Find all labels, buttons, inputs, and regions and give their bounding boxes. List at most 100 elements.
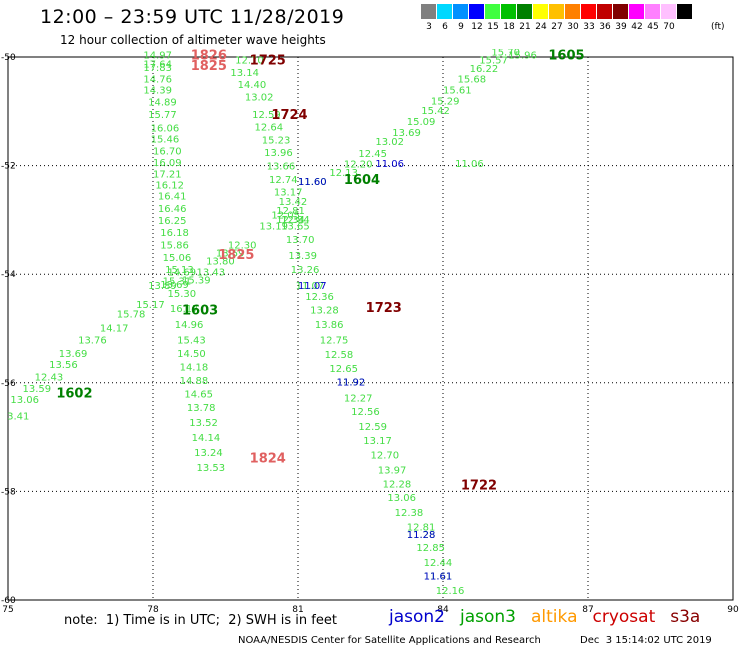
color-scale-cell: 21	[517, 4, 533, 33]
y-tick-label: -52	[1, 162, 16, 172]
color-scale-tick: 33	[583, 22, 595, 32]
wave-height-value: 12.45	[358, 149, 387, 160]
color-scale-cell: 27	[549, 4, 565, 33]
wave-height-value: 15.39	[182, 276, 211, 287]
color-scale-tick: 9	[458, 22, 464, 32]
wave-height-value: 11.60	[298, 177, 327, 188]
color-swatch	[565, 4, 581, 19]
wave-height-value: 15.61	[443, 86, 472, 97]
wave-height-value: 12.70	[235, 56, 264, 67]
color-swatch	[517, 4, 533, 19]
color-swatch	[581, 4, 597, 19]
wave-height-value: 12.16	[436, 586, 465, 597]
wave-height-value: 13.42	[279, 197, 308, 208]
wave-height-value: 13.41	[1, 411, 30, 422]
pass-time-label: 1605	[548, 48, 584, 63]
color-scale-cell: 9	[453, 4, 469, 33]
wave-height-value: 12.81	[407, 523, 436, 534]
wave-height-value: 15.96	[508, 50, 537, 61]
pass-time-label: 1602	[56, 387, 92, 402]
color-swatch	[437, 4, 453, 19]
wave-height-value: 13.70	[286, 235, 315, 246]
color-swatch	[485, 4, 501, 19]
wave-height-value: 15.23	[262, 136, 291, 147]
color-scale-tick: 39	[615, 22, 627, 32]
wave-height-value: 11.61	[424, 572, 453, 583]
color-scale-cell: 39	[613, 4, 629, 33]
pass-time-label: 1724	[271, 108, 307, 123]
wave-height-value: 12.20	[344, 159, 373, 170]
wave-height-value: 12.65	[329, 364, 358, 375]
pass-time-label: 1824	[250, 452, 286, 467]
wave-height-value: 13.02	[375, 137, 404, 148]
wave-height-value: 13.26	[291, 265, 320, 276]
color-scale-cell: 42	[629, 4, 645, 33]
pass-time-label: 1603	[182, 303, 218, 318]
wave-height-value: 13.89	[148, 281, 177, 292]
color-swatch	[613, 4, 629, 19]
wave-height-value: 16.41	[158, 191, 187, 202]
color-scale-cell: 30	[565, 4, 581, 33]
color-swatch	[549, 4, 565, 19]
wave-height-value: 15.70	[491, 48, 520, 59]
wave-height-value: 12.75	[320, 335, 349, 346]
color-scale-cell: 3	[421, 4, 437, 33]
wave-height-value: 12.59	[252, 110, 281, 121]
wave-height-value: 13.86	[315, 320, 344, 331]
y-tick-label: -50	[1, 53, 16, 63]
wave-height-value: 11.07	[298, 281, 327, 292]
wave-height-value: 13.52	[189, 418, 218, 429]
wave-height-value: 15.86	[160, 240, 189, 251]
wave-height-value: 16.06	[151, 124, 180, 135]
color-swatch	[469, 4, 485, 19]
legend-item-cryosat: cryosat	[592, 607, 656, 627]
wave-height-value: 14.14	[192, 433, 221, 444]
wave-height-value: 15.78	[117, 309, 146, 320]
color-scale-cell: 33	[581, 4, 597, 33]
wave-height-value: 12.56	[351, 407, 380, 418]
wave-height-value: 12.27	[344, 393, 373, 404]
wave-height-value: 16.12	[155, 181, 184, 192]
wave-height-value: 13.02	[245, 93, 274, 104]
wave-height-value: 16.17	[170, 304, 199, 315]
pass-time-label: 1723	[366, 301, 402, 316]
wave-height-value: 11.92	[337, 378, 366, 389]
unit-label: (ft)	[711, 22, 725, 32]
wave-height-value: 15.06	[163, 253, 192, 264]
wave-height-value: 16.25	[158, 216, 187, 227]
wave-height-value: 13.14	[230, 68, 259, 79]
wave-height-value: 14.65	[184, 390, 213, 401]
generated-timestamp: Dec 3 15:14:02 UTC 2019	[580, 635, 712, 646]
wave-height-value: 16.70	[153, 146, 182, 157]
wave-height-value: 13.69	[160, 280, 189, 291]
wave-height-value: 13.65	[281, 221, 310, 232]
y-tick-label: -58	[1, 487, 16, 497]
wave-height-value: 11.61	[424, 572, 453, 583]
satellite-legend: jason2 jason3 altika cryosat s3a	[389, 607, 700, 627]
wave-height-value: 15.09	[407, 117, 436, 128]
wave-height-value: 12.30	[228, 240, 257, 251]
color-scale-tick: 12	[471, 22, 483, 32]
wave-height-value: 10.90	[460, 646, 489, 650]
wave-height-value: 12.59	[358, 422, 387, 433]
x-tick-label: 75	[2, 605, 13, 615]
wave-height-value: 13.17	[274, 188, 303, 199]
credit-line: NOAA/NESDIS Center for Satellite Applica…	[238, 635, 541, 646]
color-scale-tick: 42	[631, 22, 643, 32]
wave-height-value: 13.17	[363, 436, 392, 447]
wave-height-value: 13.06	[387, 493, 416, 504]
pass-time-label: 1725	[250, 54, 286, 69]
wave-height-value: 14.76	[143, 75, 172, 86]
wave-height-value: 11.28	[407, 530, 436, 541]
color-swatch	[453, 4, 469, 19]
color-scale-tick: 45	[647, 22, 659, 32]
wave-height-value: 16.46	[158, 204, 187, 215]
wave-height-value: 10.90	[460, 646, 489, 650]
x-tick-label: 84	[437, 605, 449, 615]
wave-height-value: 15.42	[421, 106, 450, 117]
wave-height-value: 15.29	[431, 96, 460, 107]
wave-height-value: 13.28	[310, 305, 339, 316]
wave-height-value: 12.38	[395, 508, 424, 519]
